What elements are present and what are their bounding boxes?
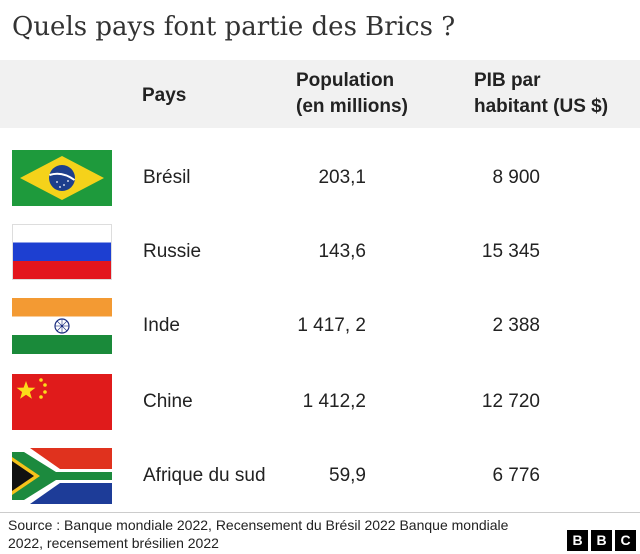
cell-population: 143,6: [318, 241, 366, 262]
table-row: Russie 143,6 15 345: [0, 224, 640, 298]
cell-population: 203,1: [318, 167, 366, 188]
india-flag-icon: [12, 298, 112, 354]
table-row: Inde 1 417, 2 2 388: [0, 298, 640, 372]
header-gdp-line1: PIB par: [474, 70, 541, 91]
cell-population: 59,9: [329, 465, 366, 486]
header-gdp: PIB par habitant (US $): [474, 68, 640, 120]
cell-country: Inde: [143, 315, 180, 336]
bbc-logo-letter: C: [615, 530, 636, 551]
source-note: Source : Banque mondiale 2022, Recenseme…: [8, 517, 509, 551]
cell-gdp: 6 776: [492, 465, 540, 486]
bbc-logo-letter: B: [567, 530, 588, 551]
cell-country: Russie: [143, 241, 202, 262]
cell-gdp: 8 900: [492, 167, 540, 188]
cell-country: Chine: [143, 391, 193, 412]
table-row: Afrique du sud 59,9 6 776: [0, 448, 640, 522]
china-flag-icon: [12, 374, 112, 430]
page-title: Quels pays font partie des Brics ?: [12, 12, 456, 42]
footer-divider: [0, 512, 640, 513]
cell-country: Brésil: [143, 167, 191, 188]
cell-population: 1 417, 2: [297, 315, 366, 336]
header-gdp-line2: habitant (US $): [474, 96, 609, 117]
header-country: Pays: [142, 85, 187, 106]
cell-gdp: 15 345: [481, 241, 540, 262]
table-header: Pays Population (en millions) PIB par ha…: [0, 60, 640, 128]
header-population-line2: (en millions): [296, 96, 408, 117]
cell-country: Afrique du sud: [143, 465, 266, 486]
brazil-flag-icon: [12, 150, 112, 206]
cell-gdp: 2 388: [492, 315, 540, 336]
table-row: Chine 1 412,2 12 720: [0, 374, 640, 448]
header-population-line1: Population: [296, 70, 395, 91]
cell-gdp: 12 720: [481, 391, 540, 412]
header-population: Population (en millions): [296, 68, 446, 120]
table-row: Brésil 203,1 8 900: [0, 150, 640, 224]
russia-flag-icon: [12, 224, 112, 280]
south-africa-flag-icon: [12, 448, 112, 504]
cell-population: 1 412,2: [302, 391, 366, 412]
bbc-logo: B B C: [567, 530, 636, 551]
bbc-logo-letter: B: [591, 530, 612, 551]
